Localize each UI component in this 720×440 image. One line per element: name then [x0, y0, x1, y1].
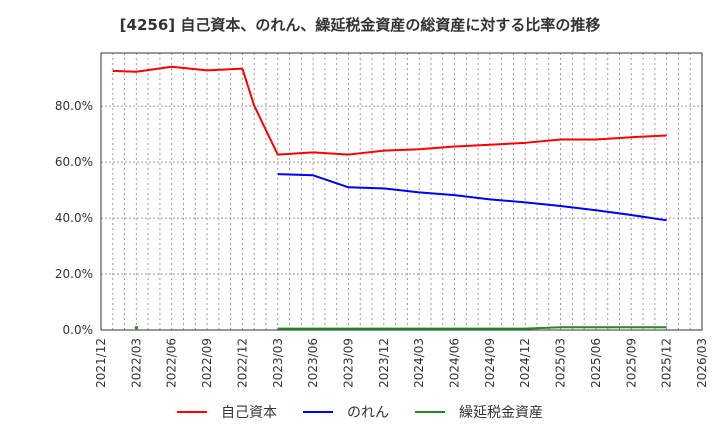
y-tick-label: 0.0%	[63, 323, 94, 337]
legend-label-deferred-tax: 繰延税金資産	[459, 405, 543, 421]
x-tick-label: 2022/06	[165, 338, 179, 388]
x-tick-label: 2023/09	[341, 338, 355, 388]
x-tick-label: 2025/09	[624, 338, 638, 388]
x-tick-label: 2024/12	[518, 338, 532, 388]
x-tick-label: 2022/03	[129, 338, 143, 388]
legend-swatch-deferred-tax	[415, 411, 445, 413]
goodwill-line	[277, 173, 667, 222]
x-tick-label: 2023/06	[306, 338, 320, 388]
x-tick-label: 2025/06	[589, 338, 603, 388]
x-tick-label: 2024/03	[412, 338, 426, 388]
x-tick-label: 2025/03	[554, 338, 568, 388]
legend-label-equity: 自己資本	[221, 405, 277, 421]
legend-swatch-goodwill	[303, 411, 333, 413]
x-tick-label: 2025/12	[660, 338, 674, 388]
y-tick-label: 60.0%	[55, 155, 93, 169]
x-tick-label: 2026/03	[695, 338, 709, 388]
y-tick-label: 20.0%	[55, 267, 93, 281]
legend-item-goodwill: のれん	[303, 402, 389, 422]
y-tick-label: 80.0%	[55, 99, 93, 113]
y-tick-label: 40.0%	[55, 211, 93, 225]
x-tick-label: 2022/12	[235, 338, 249, 388]
legend-swatch-equity	[177, 411, 207, 413]
chart-title: [4256] 自己資本、のれん、繰延税金資産の総資産に対する比率の推移	[119, 16, 601, 34]
legend: 自己資本 のれん 繰延税金資産	[0, 402, 720, 422]
legend-label-goodwill: のれん	[347, 405, 389, 421]
x-tick-label: 2023/12	[377, 338, 391, 388]
x-tick-label: 2023/03	[271, 338, 285, 388]
x-tick-label: 2022/09	[200, 338, 214, 388]
x-tick-label: 2021/12	[94, 338, 108, 388]
legend-item-equity: 自己資本	[177, 402, 277, 422]
equity-line	[112, 65, 667, 156]
legend-item-deferred-tax: 繰延税金資産	[415, 402, 543, 422]
x-tick-label: 2024/09	[483, 338, 497, 388]
deferred-tax-line-point	[134, 326, 138, 330]
x-tick-label: 2024/06	[448, 338, 462, 388]
plot-frame	[100, 52, 703, 331]
deferred-tax-line	[277, 326, 667, 330]
